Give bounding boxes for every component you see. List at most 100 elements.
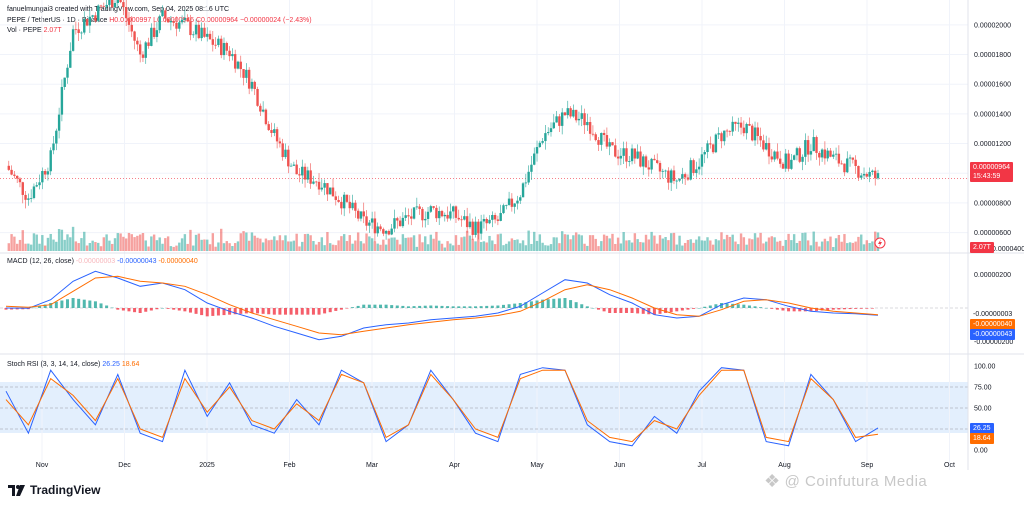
macd-label[interactable]: MACD (12, 26, close)	[7, 258, 74, 265]
macd-hist-bar	[859, 308, 863, 309]
candle-body	[851, 157, 855, 160]
candle-body	[714, 134, 718, 153]
candle-body	[77, 29, 80, 33]
candle-body	[424, 218, 427, 221]
volume-bar	[588, 235, 592, 251]
macd-hist-bar	[837, 308, 841, 310]
volume-bar	[217, 242, 220, 251]
volume-bar	[200, 239, 203, 251]
volume-bar	[516, 239, 519, 251]
macd-hist-bar	[513, 303, 517, 308]
candle-body	[703, 152, 706, 155]
candle-body	[166, 18, 170, 23]
candle-body	[220, 38, 223, 56]
candle-body	[664, 170, 667, 172]
candle-body	[105, 4, 108, 7]
candle-body	[396, 218, 399, 221]
candle-body	[362, 211, 365, 217]
price-tick-label: 0.00001400	[974, 111, 1011, 118]
price-tick-label: 0.00002000	[974, 22, 1011, 29]
volume-bar	[756, 237, 760, 251]
lightning-icon[interactable]	[874, 237, 886, 249]
candle-body	[175, 22, 178, 29]
volume-bar	[312, 240, 315, 251]
volume-bar	[189, 229, 192, 251]
macd-hist-bar	[395, 305, 399, 308]
countdown-timer: 15:43:59	[973, 173, 1001, 180]
volume-bars	[7, 226, 880, 251]
volume-bar	[421, 242, 424, 251]
candle-body	[376, 226, 379, 234]
macd-hist-bar	[138, 308, 142, 313]
volume-bar	[521, 240, 525, 251]
volume-bar	[812, 231, 815, 251]
candle-body	[773, 151, 776, 160]
candle-body	[787, 153, 790, 169]
candle-body	[83, 19, 86, 33]
volume-bar	[507, 241, 511, 251]
candle-body	[527, 171, 530, 183]
volume-bar	[790, 240, 793, 251]
candle-body	[284, 149, 287, 158]
candle-body	[55, 130, 58, 144]
tradingview-logo[interactable]: TradingView	[8, 483, 100, 497]
volume-bar	[739, 233, 743, 251]
macd-hist-bar	[205, 308, 209, 317]
candle-body	[250, 81, 254, 89]
candle-body	[301, 166, 304, 176]
volume-bar	[658, 235, 662, 251]
candle-body	[491, 215, 494, 220]
volume-bar	[298, 246, 301, 251]
candle-body	[583, 113, 586, 126]
volume-bar	[594, 238, 597, 251]
volume-bar	[695, 239, 698, 251]
candle-body	[253, 81, 256, 89]
macd-hist-bar	[641, 308, 645, 314]
candle-body	[619, 155, 623, 159]
candle-body	[108, 0, 111, 5]
candle-body	[597, 140, 600, 145]
macd-hist-bar	[54, 301, 58, 308]
macd-hist-bar	[65, 299, 69, 308]
symbol-line: PEPE / TetherUS · 1D · Binance H0.000009…	[7, 16, 312, 25]
x-tick-label: May	[530, 462, 544, 469]
volume-bar	[119, 233, 122, 251]
candle-body	[776, 151, 779, 159]
volume-bar	[792, 234, 796, 251]
candle-body	[281, 143, 284, 158]
volume-bar	[474, 241, 477, 251]
volume-bar	[826, 241, 829, 251]
candle-body	[622, 148, 625, 156]
volume-bar	[787, 233, 790, 251]
candle-body	[421, 208, 424, 221]
macd-hist-bar	[541, 299, 545, 308]
volume-bar	[233, 243, 237, 251]
candle-body	[225, 42, 228, 51]
volume-bar	[759, 232, 762, 251]
volume-bar	[407, 237, 410, 251]
candle-body	[172, 20, 175, 23]
volume-label[interactable]: Vol · PEPE	[7, 27, 42, 34]
candle-body	[474, 221, 477, 235]
macd-hist-bar	[306, 308, 310, 315]
macd-hist-bar	[43, 304, 47, 308]
candle-body	[88, 16, 92, 26]
volume-bar	[253, 235, 256, 251]
macd-hist-bar	[585, 306, 589, 308]
candle-body	[868, 171, 871, 177]
stoch-label[interactable]: Stoch RSI (3, 3, 14, 14, close)	[7, 361, 101, 368]
chart-credit: fanuelmungai3 created with TradingView.c…	[7, 6, 230, 13]
x-tick-label: Jul	[698, 462, 707, 469]
watermark: ❖ @ Coinfutura Media	[764, 471, 927, 492]
volume-bar	[206, 239, 209, 251]
macd-hist-bar	[172, 308, 176, 310]
volume-bar	[7, 243, 10, 251]
volume-bar	[102, 237, 106, 251]
candle-body	[468, 221, 472, 228]
candle-body	[200, 27, 203, 39]
volume-bar	[317, 241, 321, 251]
symbol-name[interactable]: PEPE / TetherUS · 1D · Binance	[7, 17, 108, 24]
volume-bar	[275, 240, 279, 251]
volume-bar	[815, 241, 818, 251]
